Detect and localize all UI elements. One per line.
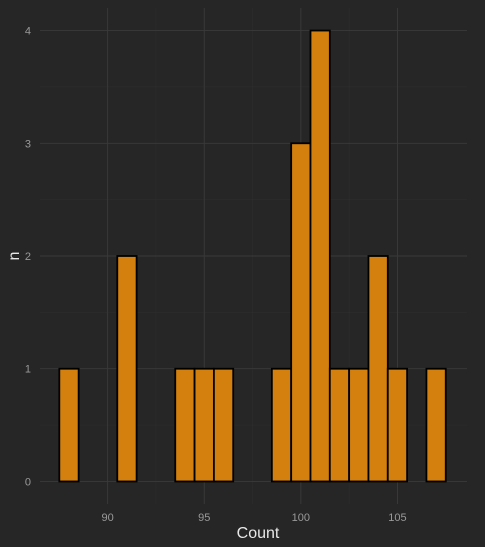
histogram-bar <box>386 367 409 483</box>
tick-layer: 0 1 2 3 4 90 95 100 105 <box>25 26 407 524</box>
x-tick-label: 105 <box>388 512 406 524</box>
histogram-bar <box>367 255 389 483</box>
histogram-bar <box>58 367 80 483</box>
histogram-bar <box>193 367 215 483</box>
histogram-bar <box>425 367 447 483</box>
histogram-bar <box>212 367 235 483</box>
bar-layer <box>58 29 447 483</box>
y-tick-label: 1 <box>25 364 31 376</box>
x-axis-title: Count <box>237 525 280 542</box>
histogram-bar <box>328 367 351 483</box>
y-axis-title: n <box>6 252 23 261</box>
y-tick-label: 2 <box>25 251 31 263</box>
y-tick-label: 4 <box>25 26 31 38</box>
x-tick-label: 100 <box>292 512 310 524</box>
histogram-bar <box>174 367 196 483</box>
y-tick-label: 3 <box>25 138 31 150</box>
histogram-bar <box>348 367 370 483</box>
x-tick-label: 90 <box>101 512 113 524</box>
histogram-bar <box>309 29 331 483</box>
x-tick-label: 95 <box>198 512 210 524</box>
histogram-bar <box>116 255 138 483</box>
y-tick-label: 0 <box>25 476 31 488</box>
histogram-bar <box>290 142 312 483</box>
histogram-bar <box>270 367 293 483</box>
